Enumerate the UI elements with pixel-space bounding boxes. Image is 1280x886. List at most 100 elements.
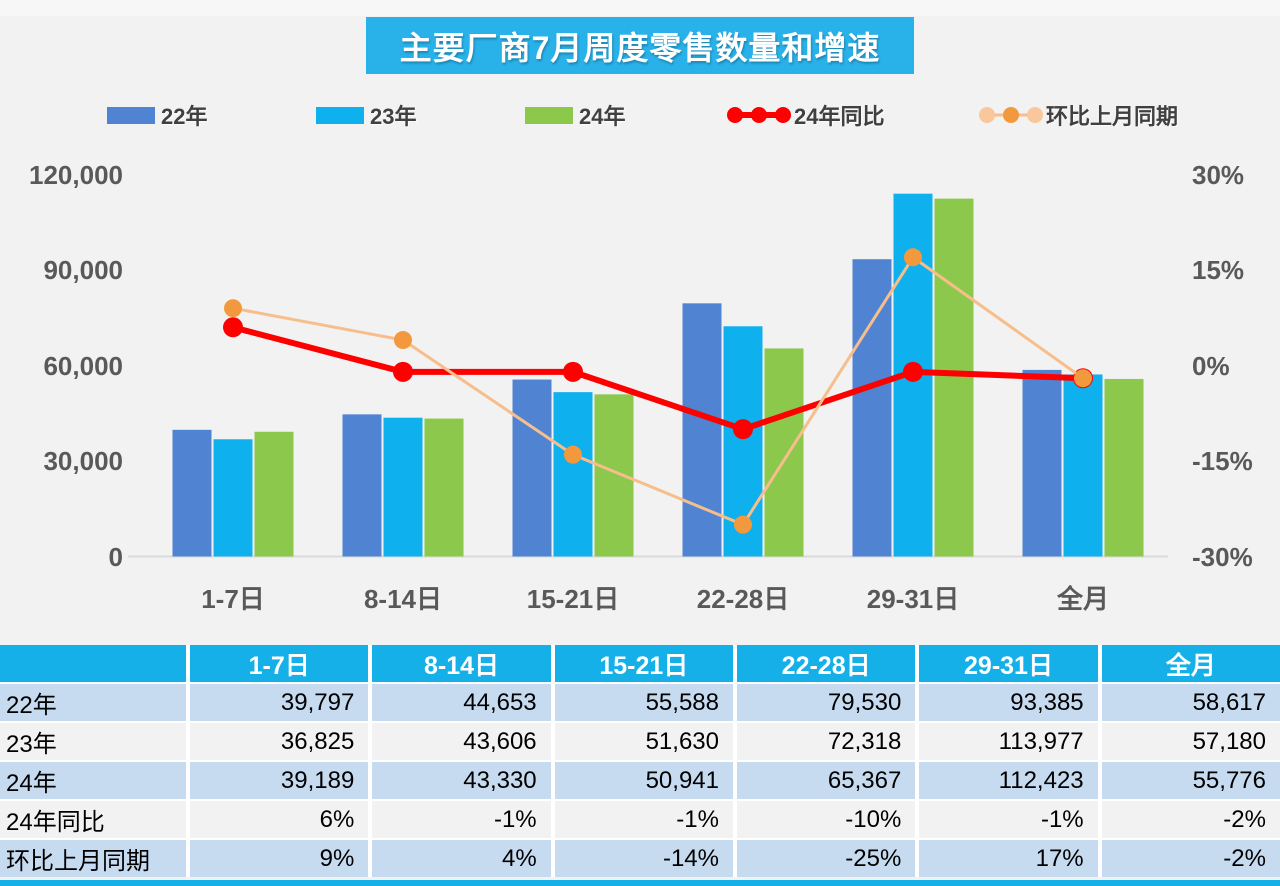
left-axis-tick: 0 [108, 541, 123, 572]
dot-mom-1-7日 [224, 299, 242, 318]
table-header-cell: 1-7日 [190, 645, 369, 682]
bar-24年-22-28日 [764, 348, 804, 557]
table-header-cell: 29-31日 [919, 645, 1098, 682]
right-axis-tick: -15% [1192, 446, 1253, 476]
table-value-cell: 51,630 [554, 723, 733, 760]
left-axis-tick: 30,000 [43, 446, 123, 476]
table-value-cell: 112,423 [919, 762, 1098, 799]
x-axis-label-2: 8-14日 [363, 584, 443, 614]
bar-23年-全月 [1063, 374, 1103, 557]
legend-line-marker-icon [727, 107, 791, 123]
table-value-cell: -25% [736, 840, 916, 877]
legend-label: 24年同比 [794, 104, 885, 129]
legend-swatch-icon [107, 106, 155, 124]
left-axis-tick: 120,000 [29, 159, 123, 190]
chart-title: 主要厂商7月周度零售数量和增速 [366, 17, 914, 74]
table-value-cell: 79,530 [736, 684, 916, 721]
dot-yoy-15-21日 [563, 361, 583, 382]
table-row-label: 环比上月同期 [0, 840, 186, 877]
data-table: 1-7日 8-14日 15-21日 22-28日 29-31日 全月 22年 39,797 44… [0, 645, 1280, 877]
table-value-cell: 57,180 [1101, 723, 1280, 760]
line-yoy [232, 324, 1084, 433]
table-value-cell: -2% [1101, 801, 1280, 838]
bar-24年-8-14日 [424, 418, 464, 557]
bar-22年-29-31日 [852, 259, 892, 557]
table-value-cell: 4% [372, 840, 551, 877]
legend-label: 23年 [370, 104, 417, 129]
bar-22年-1-7日 [172, 429, 212, 557]
table-row-label: 22年 [0, 684, 186, 721]
dot-mom-29-31日 [904, 248, 922, 267]
bar-23年-15-21日 [553, 392, 593, 557]
chart-legend: 22年 23年 24年 24年同比 环比上月同期 [0, 98, 1280, 132]
table-row-label: 24年同比 [0, 801, 186, 838]
table-value-cell: 58,617 [1101, 684, 1280, 721]
right-axis-tick: 15% [1192, 255, 1245, 285]
left-axis-tick: 60,000 [43, 350, 123, 381]
legend-item-2: 23年 [316, 98, 416, 132]
legend-item-3: 24年 [525, 98, 625, 132]
bar-24年-29-31日 [934, 198, 974, 557]
table-value-cell: 113,977 [919, 723, 1098, 760]
x-axis-label-1: 1-7日 [201, 584, 265, 614]
bar-23年-1-7日 [213, 439, 253, 557]
table-row-22年: 22年 39,797 44,653 55,588 79,530 93,385 58,617 [0, 684, 1280, 721]
bar-22年-22-28日 [682, 303, 722, 557]
chart-plot-area [128, 193, 1168, 558]
table-value-cell: -1% [554, 801, 733, 838]
x-axis-label-5: 29-31日 [866, 584, 960, 614]
table-value-cell: 72,318 [736, 723, 916, 760]
table-row-24年同比: 24年同比 6% -1% -1% -10% -1% -2% [0, 801, 1280, 838]
right-axis-tick: 0% [1192, 350, 1230, 381]
table-value-cell: 44,653 [372, 684, 551, 721]
table-value-cell: 6% [190, 801, 369, 838]
table-value-cell: -10% [736, 801, 916, 838]
legend-label: 环比上月同期 [1046, 104, 1179, 129]
table-value-cell: 55,776 [1101, 762, 1280, 799]
table-value-cell: 17% [919, 840, 1098, 877]
table-value-cell: 65,367 [736, 762, 916, 799]
table-value-cell: 93,385 [919, 684, 1098, 721]
table-header-row: 1-7日 8-14日 15-21日 22-28日 29-31日 全月 [0, 645, 1280, 682]
table-header-cell: 全月 [1101, 645, 1280, 682]
bar-23年-8-14日 [383, 417, 423, 557]
dot-yoy-29-31日 [903, 361, 923, 382]
table-row-label: 24年 [0, 762, 186, 799]
table-value-cell: 55,588 [554, 684, 733, 721]
legend-label: 24年 [579, 104, 626, 129]
table-bottom-border [0, 880, 1280, 886]
legend-swatch-icon [316, 106, 364, 124]
table-value-cell: 36,825 [190, 723, 369, 760]
right-axis-tick: 30% [1192, 159, 1245, 190]
table-value-cell: -1% [919, 801, 1098, 838]
line-mom [232, 255, 1084, 527]
table-header-cell: 15-21日 [554, 645, 733, 682]
legend-swatch-icon [525, 106, 573, 124]
table-value-cell: -2% [1101, 840, 1280, 877]
table-header-corner [0, 645, 186, 682]
table-value-cell: 39,189 [190, 762, 369, 799]
table-value-cell: 39,797 [190, 684, 369, 721]
dot-mom-15-21日 [564, 445, 582, 464]
legend-line-marker-icon [979, 107, 1043, 123]
bar-22年-全月 [1022, 369, 1062, 557]
dot-yoy-1-7日 [223, 317, 243, 338]
bar-24年-1-7日 [254, 431, 294, 557]
left-axis-tick: 90,000 [43, 255, 123, 285]
table-value-cell: 50,941 [554, 762, 733, 799]
table-header-cell: 22-28日 [736, 645, 916, 682]
x-axis-label-6: 全月 [1056, 584, 1109, 614]
table-row-环比上月同期: 环比上月同期 9% 4% -14% -25% 17% -2% [0, 840, 1280, 877]
bar-22年-15-21日 [512, 379, 552, 557]
legend-item-1: 22年 [107, 98, 207, 132]
table-value-cell: 43,330 [372, 762, 551, 799]
table-value-cell: -14% [554, 840, 733, 877]
x-axis-label-3: 15-21日 [526, 584, 620, 614]
bar-22年-8-14日 [342, 414, 382, 557]
bar-24年-全月 [1104, 378, 1144, 557]
legend-item-5: 环比上月同期 [978, 98, 1178, 132]
table-row-23年: 23年 36,825 43,606 51,630 72,318 113,977 57,180 [0, 723, 1280, 760]
dot-mom-全月 [1074, 369, 1092, 388]
table-header-cell: 8-14日 [372, 645, 551, 682]
